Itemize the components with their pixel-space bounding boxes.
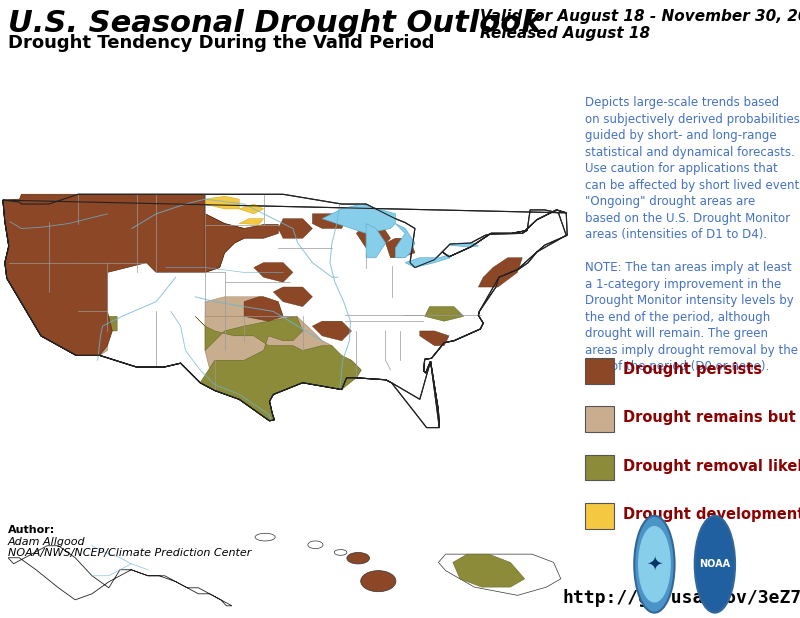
Polygon shape [405, 255, 450, 268]
Text: Valid for August 18 - November 30, 2022: Valid for August 18 - November 30, 2022 [480, 9, 800, 24]
Polygon shape [313, 214, 346, 229]
Polygon shape [356, 224, 390, 248]
Polygon shape [313, 321, 351, 341]
Bar [585, 455, 614, 480]
Text: ✦: ✦ [646, 555, 662, 574]
Polygon shape [205, 297, 297, 316]
Circle shape [638, 527, 670, 602]
Circle shape [694, 516, 735, 612]
Polygon shape [420, 331, 449, 345]
Polygon shape [195, 316, 362, 421]
Text: Author:: Author: [8, 525, 55, 535]
Ellipse shape [255, 533, 275, 541]
Polygon shape [438, 554, 561, 595]
Polygon shape [425, 307, 464, 321]
Polygon shape [478, 258, 522, 287]
Ellipse shape [347, 552, 370, 564]
Text: Adam Allgood: Adam Allgood [8, 537, 86, 547]
Text: Drought persists: Drought persists [623, 362, 762, 377]
Polygon shape [239, 219, 263, 224]
Polygon shape [78, 311, 362, 421]
Text: Depicts large-scale trends based
on subjectively derived probabilities
guided by: Depicts large-scale trends based on subj… [585, 96, 800, 373]
Polygon shape [205, 214, 278, 273]
Polygon shape [8, 546, 232, 606]
Polygon shape [278, 219, 313, 238]
Polygon shape [449, 243, 478, 247]
Text: NOAA/NWS/NCEP/Climate Prediction Center: NOAA/NWS/NCEP/Climate Prediction Center [8, 548, 251, 558]
Polygon shape [395, 224, 415, 258]
Bar [585, 406, 614, 432]
Polygon shape [88, 316, 117, 331]
Polygon shape [239, 204, 263, 214]
Polygon shape [366, 224, 386, 258]
Ellipse shape [361, 570, 396, 591]
Polygon shape [322, 204, 395, 234]
Polygon shape [453, 554, 525, 587]
Text: Drought Tendency During the Valid Period: Drought Tendency During the Valid Period [8, 34, 434, 52]
Text: Released August 18: Released August 18 [480, 26, 650, 41]
Ellipse shape [334, 549, 347, 556]
Ellipse shape [308, 541, 323, 549]
Text: http://go.usa.gov/3eZ73: http://go.usa.gov/3eZ73 [563, 589, 800, 607]
Polygon shape [254, 263, 293, 282]
Polygon shape [274, 287, 313, 307]
Polygon shape [3, 194, 244, 355]
Text: Drought development likely: Drought development likely [623, 507, 800, 522]
Polygon shape [3, 194, 567, 428]
Polygon shape [386, 238, 415, 258]
Text: NOAA: NOAA [699, 559, 730, 569]
Circle shape [634, 516, 674, 612]
Text: Drought remains but improves: Drought remains but improves [623, 410, 800, 425]
Polygon shape [205, 197, 239, 209]
Bar [585, 358, 614, 384]
Polygon shape [244, 297, 283, 321]
Text: Drought removal likely: Drought removal likely [623, 459, 800, 474]
Text: U.S. Seasonal Drought Outlook: U.S. Seasonal Drought Outlook [8, 9, 542, 38]
Bar [585, 503, 614, 529]
